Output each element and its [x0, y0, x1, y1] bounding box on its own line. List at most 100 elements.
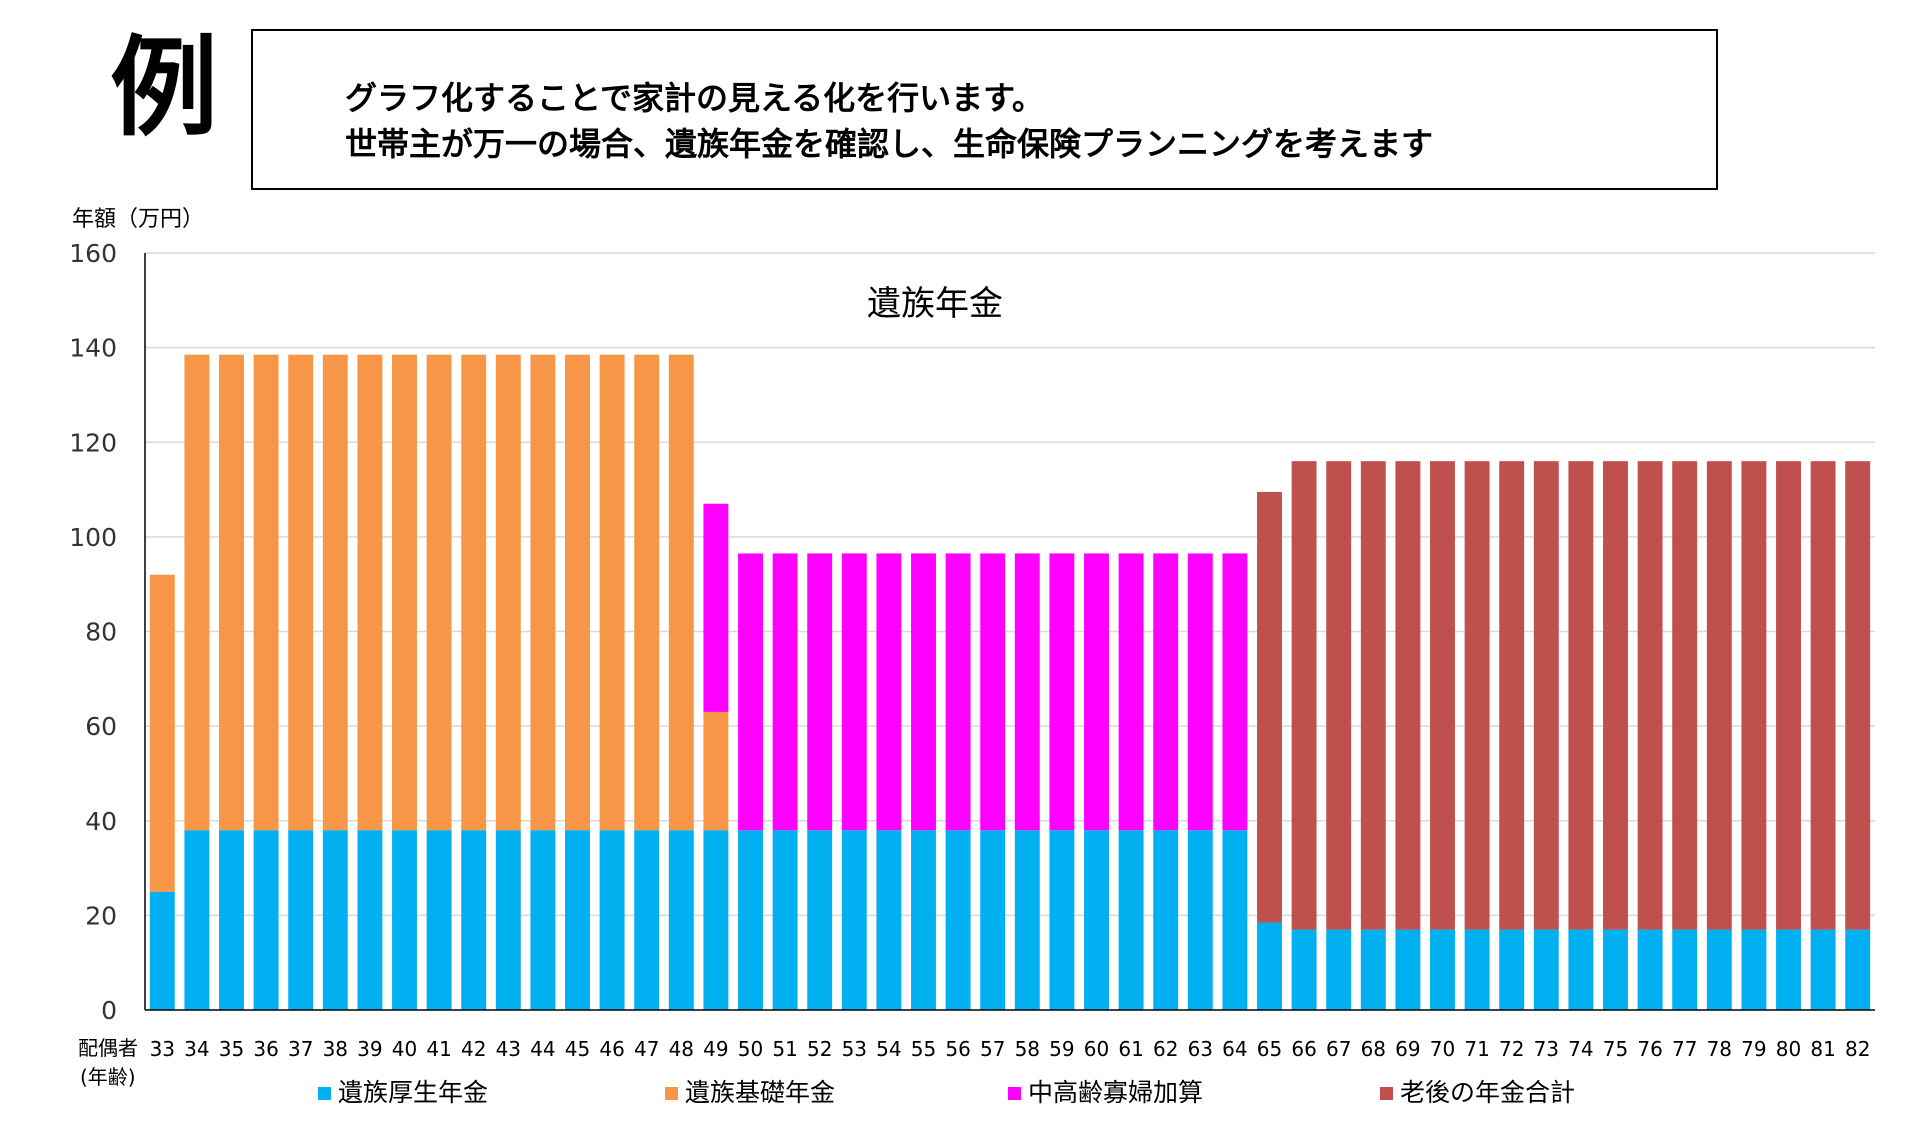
- bar-segment: [426, 354, 452, 831]
- bar-segment: [1291, 461, 1317, 930]
- bar-segment: [461, 354, 487, 831]
- x-tick-label: 51: [772, 1037, 797, 1061]
- legend-label: 老後の年金合計: [1400, 1078, 1575, 1107]
- x-tick-label: 53: [842, 1037, 867, 1061]
- bar-segment: [1049, 830, 1075, 1010]
- bar-segment: [1014, 830, 1040, 1010]
- bar-segment: [1360, 929, 1386, 1010]
- x-tick-label: 73: [1534, 1037, 1559, 1061]
- bar-segment: [1741, 929, 1767, 1010]
- bar-segment: [807, 553, 833, 831]
- y-tick-label: 160: [69, 239, 117, 268]
- bar-segment: [426, 830, 452, 1010]
- legend-label: 中高齢寡婦加算: [1028, 1078, 1203, 1107]
- bar-segment: [565, 354, 590, 831]
- x-tick-label: 47: [634, 1037, 659, 1061]
- bar-segment: [703, 711, 729, 831]
- x-tick-label: 50: [738, 1037, 763, 1061]
- x-tick-label: 49: [703, 1037, 728, 1061]
- bar-segment: [1776, 461, 1801, 930]
- bar-segment: [1603, 461, 1628, 930]
- bar-segment: [1533, 929, 1559, 1010]
- y-tick-label: 120: [69, 428, 117, 457]
- x-tick-label: 59: [1049, 1037, 1074, 1061]
- bar-segment: [288, 830, 314, 1010]
- bar-segment: [876, 830, 902, 1010]
- x-tick-label: 65: [1257, 1037, 1282, 1061]
- x-tick-label: 43: [496, 1037, 521, 1061]
- x-tick-label: 79: [1741, 1037, 1766, 1061]
- note-box: グラフ化することで家計の見える化を行います。 世帯主が万一の場合、遺族年金を確認…: [251, 29, 1718, 190]
- bar-segment: [1637, 461, 1663, 930]
- bar-segment: [392, 354, 417, 831]
- x-tick-label: 71: [1464, 1037, 1489, 1061]
- y-tick-label: 20: [85, 901, 117, 930]
- x-tick-label: 44: [530, 1037, 555, 1061]
- bar-segment: [1845, 461, 1871, 930]
- x-tick-label: 36: [253, 1037, 278, 1061]
- y-tick-label: 40: [85, 807, 117, 836]
- bar-segment: [1153, 553, 1179, 831]
- bar-segment: [253, 830, 279, 1010]
- bar-segment: [253, 354, 279, 831]
- x-tick-label: 57: [980, 1037, 1005, 1061]
- chart-title: 遺族年金: [867, 284, 1003, 324]
- x-tick-label: 67: [1326, 1037, 1351, 1061]
- bar-segment: [599, 830, 625, 1010]
- legend-swatch: [665, 1087, 678, 1100]
- bar-segment: [738, 830, 763, 1010]
- bar-segment: [599, 354, 625, 831]
- bar-segment: [1568, 461, 1594, 930]
- x-tick-label: 80: [1776, 1037, 1801, 1061]
- bar-segment: [1430, 461, 1455, 930]
- bar-segment: [1776, 929, 1801, 1010]
- y-tick-label: 80: [85, 618, 117, 647]
- bar-segment: [495, 354, 521, 831]
- x-tick-label: 54: [876, 1037, 901, 1061]
- bar-segment: [1222, 553, 1248, 831]
- bar-segment: [1084, 830, 1109, 1010]
- bar-segment: [772, 553, 798, 831]
- x-tick-label: 61: [1118, 1037, 1143, 1061]
- x-tick-label: 69: [1395, 1037, 1420, 1061]
- legend-swatch: [318, 1087, 331, 1100]
- x-tick-label: 77: [1672, 1037, 1697, 1061]
- bar-segment: [495, 830, 521, 1010]
- bar-segment: [149, 891, 175, 1010]
- bar-segment: [184, 830, 210, 1010]
- bar-segment: [1603, 929, 1628, 1010]
- x-tick-label: 72: [1499, 1037, 1524, 1061]
- bar-segment: [1291, 929, 1317, 1010]
- bar-segment: [1533, 461, 1559, 930]
- x-axis-label: 配偶者: [78, 1036, 138, 1060]
- bar-segment: [807, 830, 833, 1010]
- bar-segment: [980, 553, 1006, 831]
- x-axis-label: (年齢): [80, 1065, 136, 1089]
- bar-segment: [149, 574, 175, 892]
- note-line-1: グラフ化することで家計の見える化を行います。: [345, 79, 1044, 117]
- legend-label: 遺族基礎年金: [685, 1078, 835, 1107]
- bar-segment: [322, 354, 348, 831]
- bar-segment: [322, 830, 348, 1010]
- bar-segment: [980, 830, 1006, 1010]
- x-tick-label: 76: [1637, 1037, 1662, 1061]
- bar-segment: [357, 830, 383, 1010]
- bar-segment: [876, 553, 902, 831]
- bar-segment: [634, 354, 660, 831]
- y-tick-label: 100: [69, 523, 117, 552]
- bar-segment: [530, 830, 556, 1010]
- bar-segment: [357, 354, 383, 831]
- bar-segment: [1845, 929, 1871, 1010]
- bars: [149, 354, 1871, 1010]
- bar-segment: [1810, 461, 1836, 930]
- bar-segment: [911, 830, 936, 1010]
- x-tick-label: 39: [357, 1037, 382, 1061]
- bar-segment: [530, 354, 556, 831]
- bar-segment: [1464, 929, 1490, 1010]
- x-tick-label: 56: [945, 1037, 970, 1061]
- bar-segment: [1499, 929, 1525, 1010]
- bar-segment: [184, 354, 210, 831]
- bar-segment: [461, 830, 487, 1010]
- bar-segment: [1084, 553, 1109, 831]
- bar-segment: [1187, 830, 1213, 1010]
